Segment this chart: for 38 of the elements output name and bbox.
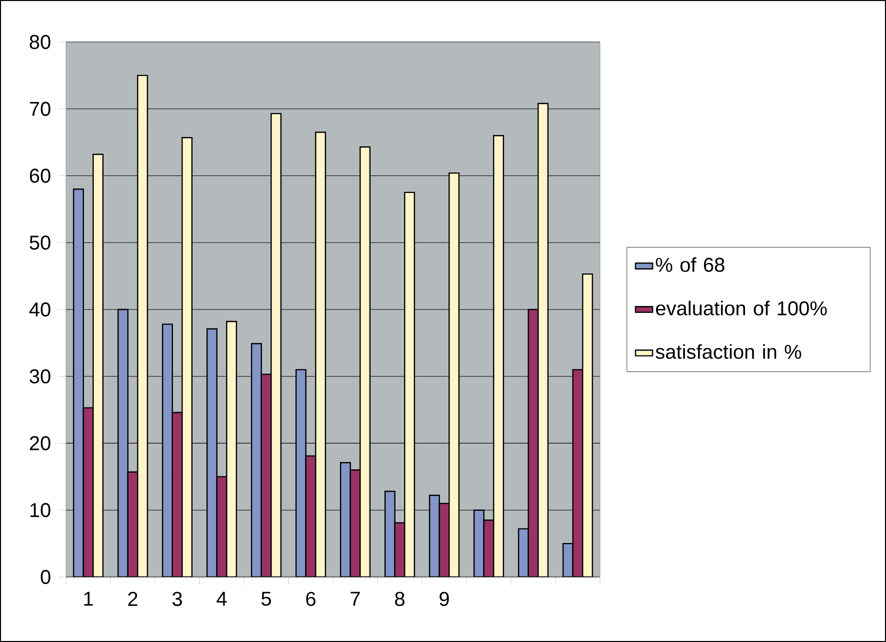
y-tick-label: 0 xyxy=(40,570,50,584)
legend-label: % of 68 xyxy=(656,257,724,272)
bar xyxy=(250,342,262,577)
y-tick-label: 50 xyxy=(30,236,50,250)
x-tick-label: 8 xyxy=(395,592,404,606)
bar xyxy=(428,494,440,577)
bar xyxy=(206,328,218,577)
y-tick-label: 20 xyxy=(30,436,50,450)
bar xyxy=(295,369,306,577)
bar xyxy=(360,146,371,577)
x-tick-label: 3 xyxy=(172,592,182,606)
bar xyxy=(538,102,549,577)
x-tick-label: 5 xyxy=(261,592,271,606)
legend-label: satisfaction in % xyxy=(656,344,802,359)
x-tick-label: 1 xyxy=(84,592,93,606)
y-tick-label: 10 xyxy=(30,503,50,518)
bar xyxy=(117,308,128,577)
y-tick-label: 40 xyxy=(29,302,50,317)
bar xyxy=(270,112,282,577)
bar xyxy=(340,462,351,577)
y-tick-label: 30 xyxy=(30,369,50,384)
bar xyxy=(474,510,484,577)
x-tick-label: 9 xyxy=(440,592,449,606)
bar xyxy=(582,273,594,577)
bar xyxy=(384,490,396,577)
bar xyxy=(72,188,84,577)
x-tick-label: 6 xyxy=(306,592,316,606)
bar xyxy=(404,192,416,577)
bar xyxy=(494,136,504,577)
bar xyxy=(162,324,173,577)
x-tick-label: 2 xyxy=(128,592,138,606)
y-tick-label: 80 xyxy=(30,34,50,50)
y-tick-label: 70 xyxy=(30,102,50,116)
x-tick-label: 4 xyxy=(216,592,227,606)
y-tick-label: 60 xyxy=(30,168,50,183)
bar xyxy=(518,528,529,577)
x-tick-label: 7 xyxy=(350,592,360,606)
legend-label: evaluation of 100% xyxy=(656,300,827,316)
